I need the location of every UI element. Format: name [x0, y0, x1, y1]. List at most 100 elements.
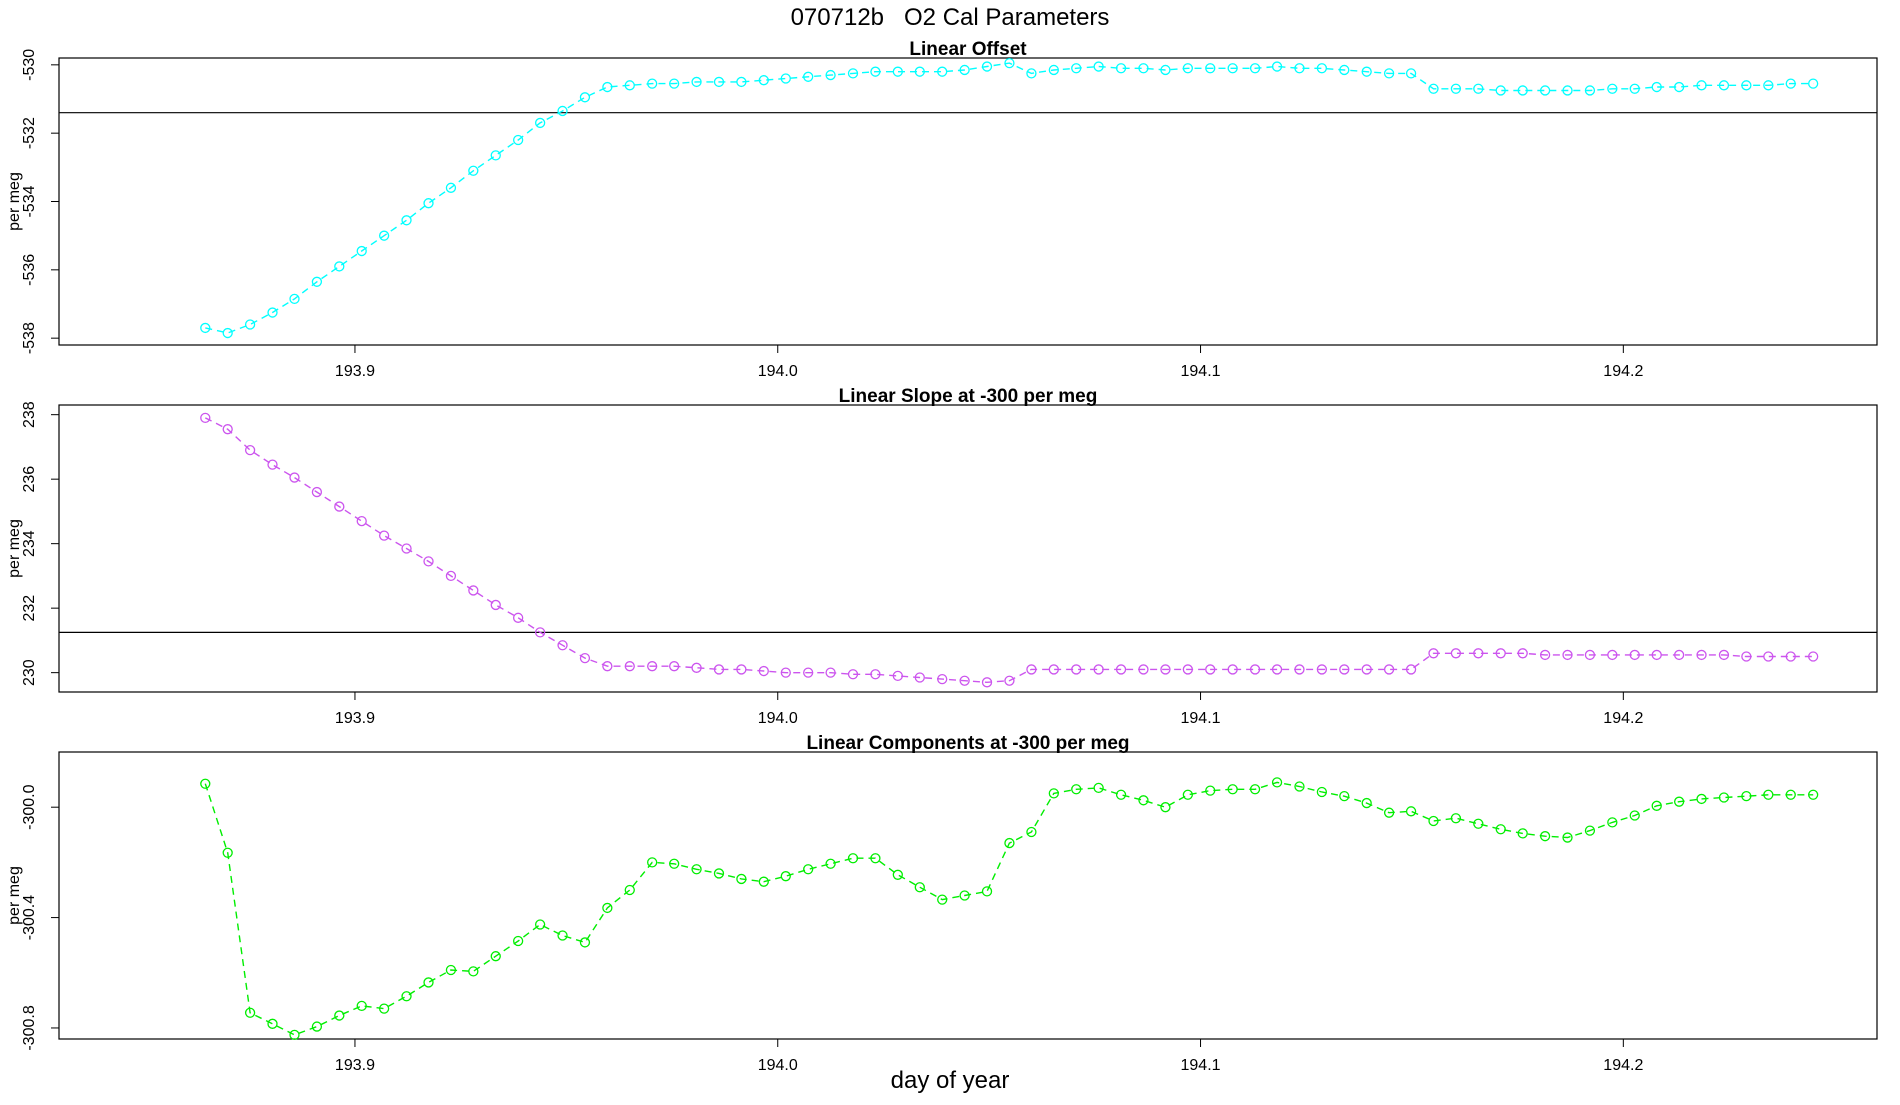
data-point — [1539, 649, 1551, 661]
data-point — [1294, 63, 1305, 74]
x-tick-label: 194.2 — [1603, 1057, 1643, 1074]
data-point — [1071, 784, 1082, 795]
data-point — [1763, 651, 1774, 662]
y-axis-label: per meg — [6, 866, 23, 925]
data-point — [1182, 63, 1194, 74]
data-point — [959, 890, 970, 901]
data-point — [445, 964, 457, 976]
data-point — [669, 858, 680, 869]
data-point — [1607, 817, 1618, 828]
data-point — [423, 198, 434, 209]
data-point — [1026, 664, 1037, 675]
data-point — [803, 864, 814, 875]
data-point — [1383, 68, 1395, 79]
data-point — [1562, 85, 1573, 96]
data-point — [647, 661, 658, 672]
data-point — [847, 853, 859, 864]
data-point — [289, 472, 300, 483]
data-point — [624, 884, 635, 896]
data-point — [513, 134, 524, 146]
data-point — [691, 662, 702, 673]
data-point — [200, 778, 211, 789]
data-point — [289, 1029, 300, 1041]
series-line — [205, 62, 1814, 334]
data-point — [1607, 649, 1618, 661]
data-point — [534, 117, 546, 129]
data-point — [1004, 57, 1015, 69]
data-point — [356, 1000, 367, 1012]
data-point — [1450, 648, 1462, 659]
data-point — [1718, 80, 1730, 91]
series-line — [204, 781, 1814, 1036]
data-point — [1495, 648, 1506, 659]
data-point — [1808, 651, 1819, 662]
data-point — [937, 66, 948, 77]
data-point — [1584, 825, 1596, 836]
data-point — [579, 937, 591, 948]
data-point — [1584, 649, 1596, 661]
x-tick-label: 193.9 — [335, 710, 375, 727]
data-point — [1138, 664, 1149, 675]
data-point — [1673, 796, 1685, 807]
data-point — [579, 92, 591, 103]
data-point — [1673, 81, 1685, 93]
data-point — [914, 66, 925, 77]
data-point — [803, 667, 814, 678]
data-point — [557, 105, 568, 117]
data-point — [914, 672, 925, 683]
data-point — [1562, 649, 1573, 661]
data-point — [1741, 80, 1752, 91]
data-point — [1249, 63, 1261, 74]
data-point — [758, 75, 769, 86]
y-tick-label: -300.4 — [21, 895, 38, 940]
data-point — [222, 847, 233, 858]
data-point — [267, 1018, 278, 1029]
data-point — [289, 293, 300, 305]
y-axis-label: per meg — [6, 519, 23, 578]
data-point — [1026, 826, 1037, 838]
data-point — [736, 873, 747, 885]
data-point — [981, 886, 993, 897]
data-point — [1741, 791, 1752, 802]
x-tick-label: 193.9 — [335, 1057, 375, 1074]
data-point — [490, 951, 501, 962]
data-point — [624, 80, 635, 91]
data-point — [1249, 664, 1261, 675]
data-point — [1651, 800, 1662, 811]
data-point — [624, 661, 635, 672]
data-point — [780, 667, 791, 678]
data-point — [378, 230, 390, 241]
data-point — [1473, 648, 1484, 659]
data-point — [713, 76, 725, 88]
data-point — [870, 669, 881, 680]
data-point — [1138, 795, 1149, 806]
data-point — [1428, 648, 1439, 659]
data-point — [736, 664, 747, 675]
data-point — [1539, 831, 1551, 842]
data-point — [1160, 664, 1171, 675]
data-point — [1629, 83, 1640, 94]
data-point — [1607, 83, 1618, 94]
data-point — [311, 276, 323, 287]
y-tick-label: -536 — [21, 254, 38, 286]
data-point — [1718, 649, 1730, 661]
data-point — [334, 261, 345, 272]
plot-frame — [58, 57, 1878, 346]
data-point — [401, 991, 412, 1002]
data-point — [1294, 781, 1305, 792]
data-point — [468, 165, 479, 176]
data-point — [803, 71, 814, 82]
data-point — [557, 930, 568, 941]
y-tick-label: 230 — [21, 659, 38, 686]
data-point — [1249, 784, 1261, 795]
y-tick-label: -538 — [21, 322, 38, 354]
panel-title: Linear Components at -300 per meg — [806, 733, 1129, 754]
data-point — [1004, 837, 1015, 849]
data-point — [1361, 797, 1372, 809]
data-point — [1071, 63, 1082, 74]
data-point — [1629, 810, 1640, 821]
data-point — [647, 78, 658, 89]
data-point — [1696, 649, 1707, 661]
data-point — [1093, 782, 1104, 794]
data-point — [222, 424, 233, 435]
